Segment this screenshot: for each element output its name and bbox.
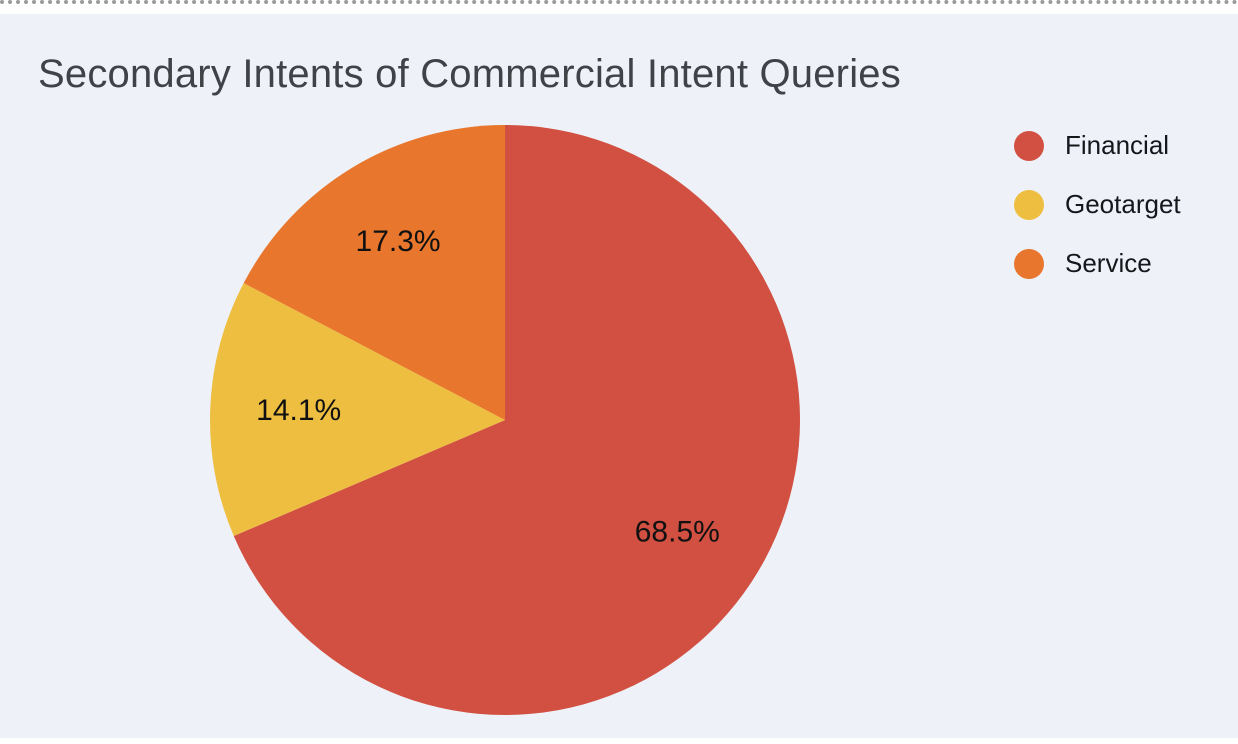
pie-slice-geotarget[interactable] — [210, 283, 505, 536]
top-edge-strip — [0, 0, 1238, 14]
pie-slice-label-service: 17.3% — [356, 225, 441, 258]
legend: Financial Geotarget Service — [1014, 130, 1181, 279]
legend-item-service[interactable]: Service — [1014, 248, 1181, 279]
legend-item-financial[interactable]: Financial — [1014, 130, 1181, 161]
legend-marker-circle-icon — [1014, 248, 1044, 279]
legend-item-geotarget[interactable]: Geotarget — [1014, 189, 1181, 220]
pie-slice-service[interactable] — [243, 125, 505, 420]
legend-item-label: Geotarget — [1065, 189, 1181, 219]
legend-marker-circle-icon — [1014, 130, 1044, 161]
legend-item-label: Service — [1065, 248, 1152, 278]
bottom-edge-strip — [0, 738, 1238, 744]
pie-slice-label-financial: 68.5% — [635, 516, 720, 549]
pie-chart: 68.5% 14.1% 17.3% — [210, 125, 801, 715]
pie-slice-financial[interactable] — [233, 125, 801, 715]
legend-marker-circle-icon — [1014, 189, 1044, 220]
pie-slice-label-geotarget: 14.1% — [256, 394, 341, 427]
legend-item-label: Financial — [1065, 130, 1170, 160]
chart-title: Secondary Intents of Commercial Intent Q… — [38, 52, 901, 96]
